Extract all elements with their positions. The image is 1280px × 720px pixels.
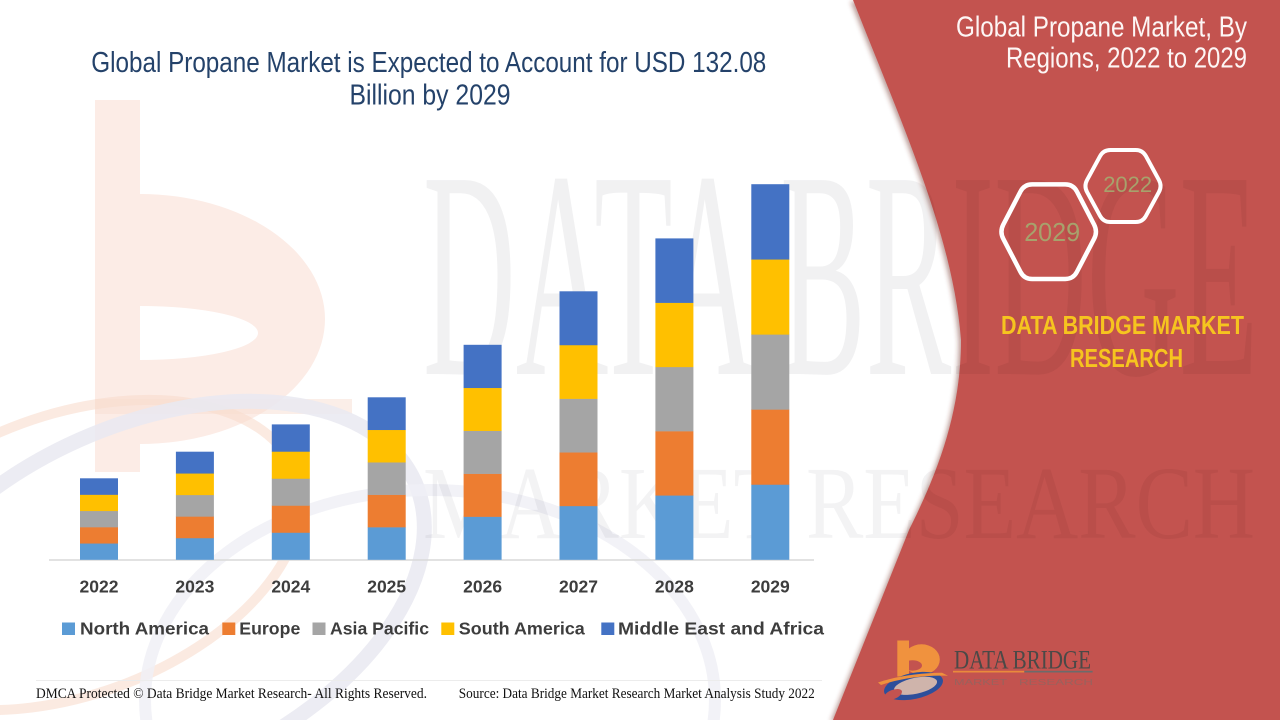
svg-text:2022: 2022 [1103, 172, 1152, 197]
svg-text:DATA BRIDGE MARKET: DATA BRIDGE MARKET [1001, 310, 1244, 340]
svg-text:Europe: Europe [239, 619, 300, 639]
svg-text:MARKET: MARKET [954, 678, 1007, 687]
svg-text:2023: 2023 [175, 577, 214, 597]
svg-text:DMCA Protected © Data Bridge M: DMCA Protected © Data Bridge Market Rese… [36, 686, 427, 702]
svg-text:Global Propane Market, By: Global Propane Market, By [956, 11, 1248, 43]
svg-text:RESEARCH: RESEARCH [1019, 678, 1093, 687]
svg-text:2027: 2027 [559, 577, 598, 597]
svg-text:North America: North America [80, 619, 209, 639]
svg-text:2026: 2026 [463, 577, 502, 597]
svg-text:Asia Pacific: Asia Pacific [330, 619, 429, 639]
svg-text:2025: 2025 [367, 577, 406, 597]
svg-text:2024: 2024 [271, 577, 310, 597]
svg-text:RESEARCH: RESEARCH [1070, 343, 1183, 373]
svg-text:Regions, 2022 to 2029: Regions, 2022 to 2029 [1006, 42, 1247, 74]
svg-text:2028: 2028 [655, 577, 694, 597]
svg-text:2029: 2029 [751, 577, 790, 597]
svg-text:2022: 2022 [80, 577, 119, 597]
svg-text:Source: Data Bridge Market Res: Source: Data Bridge Market Research Mark… [459, 686, 815, 702]
svg-text:2029: 2029 [1024, 217, 1080, 247]
svg-text:Middle East and Africa: Middle East and Africa [618, 619, 824, 639]
svg-text:Billion by 2029: Billion by 2029 [350, 80, 511, 112]
svg-text:Global Propane Market is Expec: Global Propane Market is Expected to Acc… [91, 47, 766, 79]
svg-text:South America: South America [459, 619, 585, 639]
svg-text:DATA BRIDGE: DATA BRIDGE [954, 646, 1091, 675]
